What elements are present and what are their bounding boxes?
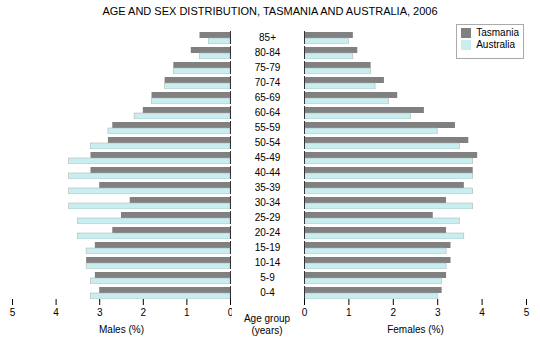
svg-text:2: 2 bbox=[391, 307, 397, 318]
svg-text:60-64: 60-64 bbox=[255, 107, 281, 118]
svg-text:3: 3 bbox=[97, 307, 103, 318]
svg-text:45-49: 45-49 bbox=[255, 152, 281, 163]
svg-text:50-54: 50-54 bbox=[255, 137, 281, 148]
svg-text:30-34: 30-34 bbox=[255, 197, 281, 208]
svg-text:2: 2 bbox=[141, 307, 147, 318]
svg-text:40-44: 40-44 bbox=[255, 167, 281, 178]
svg-text:65-69: 65-69 bbox=[255, 92, 281, 103]
svg-text:1: 1 bbox=[346, 307, 352, 318]
svg-text:10-14: 10-14 bbox=[255, 257, 281, 268]
svg-text:1: 1 bbox=[184, 307, 190, 318]
svg-text:85+: 85+ bbox=[259, 32, 276, 43]
svg-text:5: 5 bbox=[524, 307, 530, 318]
svg-text:15-19: 15-19 bbox=[255, 242, 281, 253]
svg-text:35-39: 35-39 bbox=[255, 182, 281, 193]
svg-text:4: 4 bbox=[53, 307, 59, 318]
html-text:AGE AND SEX DISTRIBUTION, TASM: AGE AND SEX DISTRIBUTION, TASMANIA AND A… bbox=[102, 5, 438, 17]
svg-text:0: 0 bbox=[302, 307, 308, 318]
svg-text:3: 3 bbox=[435, 307, 441, 318]
svg-text:20-24: 20-24 bbox=[255, 227, 281, 238]
svg-text:Males (%): Males (%) bbox=[99, 324, 144, 335]
svg-text:25-29: 25-29 bbox=[255, 212, 281, 223]
svg-text:5-9: 5-9 bbox=[260, 272, 275, 283]
svg-text:5: 5 bbox=[10, 307, 16, 318]
svg-text:Females (%): Females (%) bbox=[387, 324, 444, 335]
svg-text:55-59: 55-59 bbox=[255, 122, 281, 133]
svg-text:75-79: 75-79 bbox=[255, 62, 281, 73]
svg-text:0-4: 0-4 bbox=[260, 287, 275, 298]
svg-text:70-74: 70-74 bbox=[255, 77, 281, 88]
html-text:Tasmania: Tasmania bbox=[476, 27, 519, 38]
html-text:Age group (years): Age group (years) bbox=[243, 313, 291, 336]
svg-text:4: 4 bbox=[479, 307, 485, 318]
html-text:Australia: Australia bbox=[476, 39, 516, 50]
svg-text:80-84: 80-84 bbox=[255, 47, 281, 58]
